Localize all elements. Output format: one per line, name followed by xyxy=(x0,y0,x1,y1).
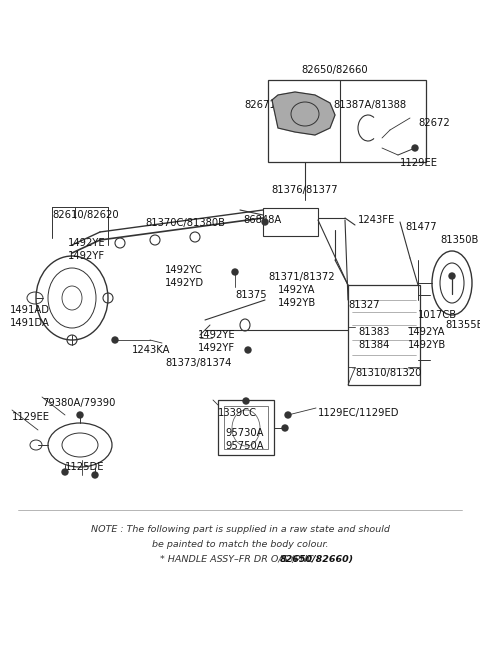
Text: 1492YD: 1492YD xyxy=(165,278,204,288)
Text: 81310/81320: 81310/81320 xyxy=(355,368,421,378)
Text: 82610/82620: 82610/82620 xyxy=(52,210,119,220)
Text: 1491AD: 1491AD xyxy=(10,305,50,315)
Ellipse shape xyxy=(262,219,268,225)
Text: * HANDLE ASSY–FR DR O/S (PNC :: * HANDLE ASSY–FR DR O/S (PNC : xyxy=(160,555,323,564)
Text: 95730A: 95730A xyxy=(225,428,264,438)
Text: 81383: 81383 xyxy=(358,327,389,337)
Text: 1339CC: 1339CC xyxy=(218,408,257,418)
Text: 81477: 81477 xyxy=(405,222,437,232)
Text: 1492YF: 1492YF xyxy=(68,251,105,261)
Bar xyxy=(348,285,420,385)
Ellipse shape xyxy=(245,347,251,353)
Text: 81387A/81388: 81387A/81388 xyxy=(334,100,407,110)
Text: 1243FE: 1243FE xyxy=(358,215,395,225)
Text: 1491DA: 1491DA xyxy=(10,318,50,328)
Ellipse shape xyxy=(285,412,291,418)
Text: 1129EE: 1129EE xyxy=(12,412,50,422)
Text: 1492YE: 1492YE xyxy=(198,330,236,340)
Text: be painted to match the body colour.: be painted to match the body colour. xyxy=(152,540,328,549)
Text: 81355B: 81355B xyxy=(445,320,480,330)
Text: 1492YE: 1492YE xyxy=(68,238,106,248)
Polygon shape xyxy=(272,92,335,135)
Text: 1492YA: 1492YA xyxy=(278,285,315,295)
Text: 1243KA: 1243KA xyxy=(132,345,170,355)
Text: 82671/82681: 82671/82681 xyxy=(245,100,312,110)
Text: 95750A: 95750A xyxy=(225,441,264,451)
Text: 82650/82660: 82650/82660 xyxy=(302,65,368,75)
Bar xyxy=(268,80,426,162)
Text: 81350B: 81350B xyxy=(440,235,479,245)
Ellipse shape xyxy=(62,469,68,475)
Text: 81376/81377: 81376/81377 xyxy=(272,185,338,195)
Text: 1492YB: 1492YB xyxy=(408,340,446,350)
Text: 81375: 81375 xyxy=(235,290,266,300)
Text: 1129EE: 1129EE xyxy=(400,158,438,168)
Text: 1492YA: 1492YA xyxy=(408,327,445,337)
Text: 82650/82660): 82650/82660) xyxy=(279,555,353,564)
Bar xyxy=(263,208,318,236)
Bar xyxy=(218,400,274,455)
Ellipse shape xyxy=(449,273,455,279)
Text: 79380A/79390: 79380A/79390 xyxy=(42,398,115,408)
Ellipse shape xyxy=(112,337,118,343)
Text: 81371/81372: 81371/81372 xyxy=(268,272,335,282)
Text: 81327: 81327 xyxy=(348,300,380,310)
Text: NOTE : The following part is supplied in a raw state and should: NOTE : The following part is supplied in… xyxy=(91,525,389,534)
Ellipse shape xyxy=(77,412,83,418)
Text: 81373/81374: 81373/81374 xyxy=(165,358,231,368)
Ellipse shape xyxy=(412,145,418,151)
Text: 81370C/81380B: 81370C/81380B xyxy=(145,218,225,228)
Ellipse shape xyxy=(243,398,249,404)
Text: 1129EC/1129ED: 1129EC/1129ED xyxy=(318,408,399,418)
Text: 1017CB: 1017CB xyxy=(418,310,457,320)
Text: 81384: 81384 xyxy=(358,340,389,350)
Bar xyxy=(224,406,268,449)
Text: 1492YF: 1492YF xyxy=(198,343,235,353)
Text: 1492YC: 1492YC xyxy=(165,265,203,275)
Text: 82672: 82672 xyxy=(418,118,450,128)
Text: 86848A: 86848A xyxy=(243,215,281,225)
Ellipse shape xyxy=(232,269,238,275)
Text: 1125DE: 1125DE xyxy=(65,462,105,472)
Ellipse shape xyxy=(282,425,288,431)
Text: 1492YB: 1492YB xyxy=(278,298,316,308)
Ellipse shape xyxy=(92,472,98,478)
